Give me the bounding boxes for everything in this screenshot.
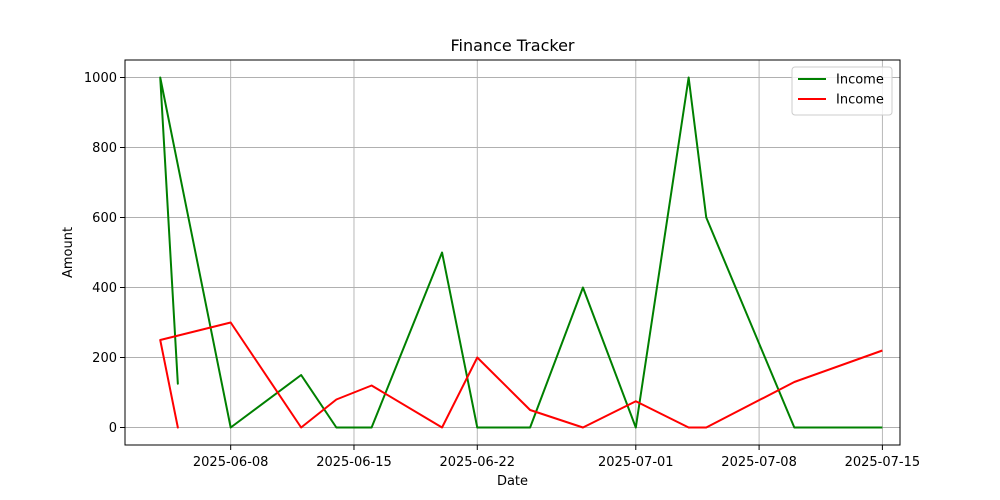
data-point — [529, 409, 531, 411]
y-axis-title: Amount — [61, 227, 76, 278]
data-point — [793, 427, 795, 429]
data-point — [371, 427, 373, 429]
data-point — [793, 381, 795, 383]
data-point — [159, 77, 161, 79]
data-point — [371, 385, 373, 387]
y-tick-label: 800 — [92, 141, 117, 156]
data-point — [881, 350, 883, 352]
x-tick-label: 2025-06-15 — [316, 455, 392, 470]
y-tick-label: 400 — [92, 281, 117, 296]
chart-title: Finance Tracker — [450, 36, 574, 55]
data-point — [635, 400, 637, 402]
data-point — [476, 357, 478, 359]
data-point — [705, 427, 707, 429]
legend-label: Income — [836, 73, 884, 88]
axis-ticks: 2025-06-08 2025-06-15 2025-06-22 2025-07-01… — [84, 71, 920, 470]
data-point — [441, 427, 443, 429]
data-point — [230, 322, 232, 324]
data-point — [335, 427, 337, 429]
x-tick-label: 2025-07-15 — [845, 455, 921, 470]
series-line-1 — [159, 76, 883, 429]
data-point — [881, 427, 883, 429]
legend: Income Income — [791, 66, 893, 116]
series-line-2 — [159, 321, 883, 429]
data-point — [441, 252, 443, 254]
data-point — [159, 339, 161, 341]
legend-label: Income — [836, 93, 884, 108]
series-lines — [159, 76, 883, 429]
y-tick-label: 1000 — [84, 71, 117, 86]
data-point — [300, 374, 302, 376]
x-axis-title: Date — [497, 474, 528, 489]
data-point — [529, 427, 531, 429]
x-tick-label: 2025-07-08 — [721, 455, 797, 470]
data-point — [688, 427, 690, 429]
y-tick-label: 600 — [92, 211, 117, 226]
data-point — [230, 427, 232, 429]
y-tick-label: 0 — [109, 421, 117, 436]
data-point — [335, 399, 337, 401]
plot-area-frame — [124, 59, 901, 446]
data-point — [300, 427, 302, 429]
data-point — [582, 427, 584, 429]
x-tick-label: 2025-06-08 — [193, 455, 269, 470]
data-point — [688, 77, 690, 79]
data-point — [177, 427, 179, 429]
x-tick-label: 2025-07-01 — [598, 455, 674, 470]
data-point — [177, 383, 179, 385]
y-tick-label: 200 — [92, 351, 117, 366]
data-point — [476, 427, 478, 429]
x-tick-label: 2025-06-22 — [439, 455, 515, 470]
data-point — [705, 217, 707, 219]
data-point — [582, 287, 584, 289]
data-point — [635, 427, 637, 429]
